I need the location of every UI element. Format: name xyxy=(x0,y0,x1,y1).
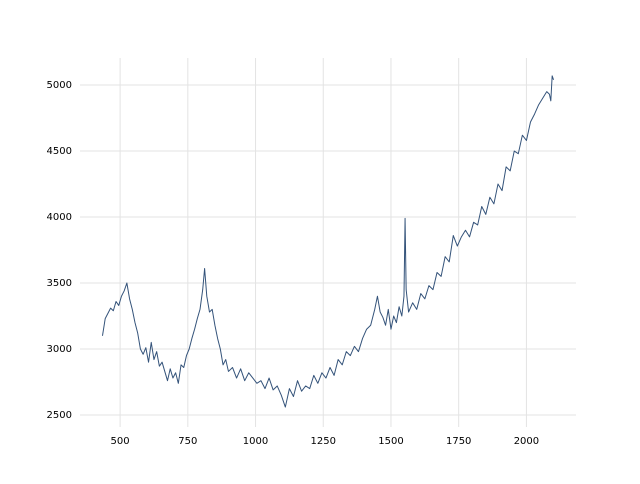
x-tick-label: 2000 xyxy=(514,436,539,447)
y-tick-label: 3000 xyxy=(47,344,72,355)
x-tick-label: 1250 xyxy=(311,436,336,447)
y-tick-label: 4500 xyxy=(47,146,72,157)
data-line xyxy=(101,75,554,408)
x-tick-label: 1750 xyxy=(446,436,471,447)
x-tick-label: 750 xyxy=(178,436,197,447)
x-tick-label: 500 xyxy=(111,436,130,447)
y-tick-label: 4000 xyxy=(47,212,72,223)
y-tick-label: 2500 xyxy=(47,410,72,421)
y-tick-label: 5000 xyxy=(47,80,72,91)
x-tick-label: 1500 xyxy=(378,436,403,447)
x-tick-label: 1000 xyxy=(243,436,268,447)
y-tick-label: 3500 xyxy=(47,278,72,289)
